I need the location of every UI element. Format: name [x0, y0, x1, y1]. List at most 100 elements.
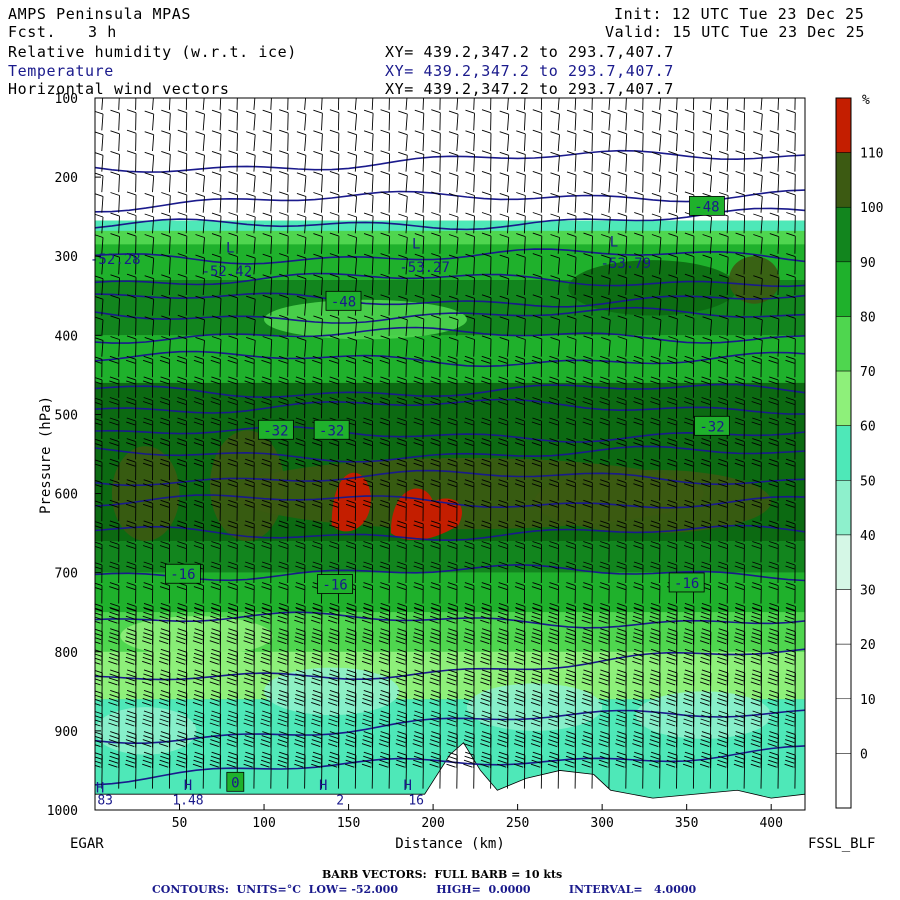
wind-barb: [716, 731, 729, 769]
wind-barb: [347, 131, 358, 152]
wind-barb: [599, 582, 610, 604]
wind-barb: [768, 582, 779, 604]
wind-barb: [227, 417, 238, 440]
wind-barb: [481, 191, 492, 213]
wind-barb: [750, 710, 763, 748]
wind-barb: [312, 397, 323, 419]
wind-barb: [126, 376, 137, 398]
wind-barb: [753, 131, 763, 152]
wind-barb: [414, 294, 425, 316]
wind-barb: [617, 212, 628, 234]
wind-barb: [228, 129, 238, 152]
wind-barb: [581, 607, 593, 645]
wind-barb: [345, 458, 357, 481]
wind-barb: [142, 689, 154, 727]
wind-barb: [767, 669, 779, 707]
wind-barb: [313, 233, 323, 254]
wind-barb: [378, 607, 391, 645]
x-tick-label: 50: [172, 816, 188, 831]
wind-barb: [243, 648, 255, 686]
wind-barb: [532, 273, 543, 296]
wind-barb: [277, 628, 289, 666]
wind-barb: [379, 417, 390, 440]
init-time: Init: 12 UTC Tue 23 Dec 25: [614, 5, 865, 23]
wind-barb: [345, 561, 357, 584]
wind-barb: [361, 689, 374, 727]
wind-barb: [464, 520, 475, 542]
colorbar-segment: [835, 480, 852, 536]
wind-barb: [785, 355, 796, 378]
wind-barb: [565, 376, 576, 398]
wind-barb: [699, 710, 712, 748]
wind-barb: [244, 479, 255, 501]
wind-barb: [110, 294, 120, 316]
wind-barb: [396, 355, 407, 378]
wind-barb: [616, 376, 627, 398]
wind-barb: [413, 397, 424, 419]
wind-barb: [632, 669, 644, 707]
colorbar-segment: [835, 97, 852, 153]
wind-barb: [412, 710, 424, 748]
wind-barb: [329, 232, 340, 254]
wind-barb: [513, 689, 526, 727]
wind-barb: [246, 131, 256, 152]
wind-barb: [481, 232, 492, 254]
wind-barb: [516, 212, 526, 234]
wind-barb: [735, 273, 746, 296]
wind-barb: [431, 150, 441, 172]
wind-barb: [717, 397, 728, 419]
wind-barb: [296, 234, 307, 254]
wind-barb: [396, 479, 407, 501]
wind-barb: [784, 689, 796, 727]
wind-barb: [632, 689, 644, 727]
wind-barb: [507, 98, 509, 110]
wind-barb: [481, 109, 492, 131]
wind-barb: [405, 98, 408, 110]
wind-barb: [396, 376, 407, 398]
wind-barb: [684, 150, 695, 172]
wind-barb: [270, 98, 272, 110]
wind-barb: [177, 212, 188, 234]
wind-barb: [313, 253, 323, 275]
wind-barb: [142, 499, 154, 522]
wind-barb: [158, 669, 171, 707]
wind-barb: [210, 561, 221, 584]
wind-barb: [95, 669, 103, 707]
wind-barb: [125, 607, 137, 645]
isotherm-label-text: -16: [674, 576, 699, 592]
wind-barb: [95, 521, 103, 542]
wind-barb: [296, 275, 307, 296]
wind-barb: [582, 458, 593, 481]
wind-barb: [126, 294, 137, 316]
wind-barb: [683, 417, 695, 440]
wind-barb: [583, 314, 593, 337]
wind-barb: [481, 150, 492, 172]
field-name-wind: Horizontal wind vectors: [8, 80, 230, 98]
wind-barb: [566, 212, 577, 234]
wind-barb: [733, 751, 746, 789]
wind-barb: [177, 335, 188, 357]
wind-barb: [211, 233, 222, 254]
wind-barb: [564, 628, 577, 666]
wind-barb: [362, 520, 373, 542]
wind-barb: [262, 109, 273, 131]
wind-barb: [380, 170, 391, 193]
isotherm-line: [95, 350, 805, 368]
wind-barb: [344, 648, 357, 686]
wind-barb: [768, 479, 779, 501]
wind-barb: [380, 253, 391, 275]
wind-barb: [702, 234, 713, 254]
wind-barb: [632, 648, 644, 686]
wind-barb: [294, 710, 306, 748]
wind-barb: [395, 669, 408, 707]
isotherm-line: [95, 494, 805, 509]
wind-barb: [447, 479, 458, 501]
wind-barb: [480, 731, 492, 769]
wind-barb: [126, 397, 137, 419]
wind-barb: [532, 109, 543, 131]
wind-barb: [361, 607, 374, 645]
wind-barb: [422, 98, 425, 110]
wind-barb: [244, 376, 255, 398]
wind-barb: [497, 561, 509, 584]
wind-barb: [379, 520, 390, 542]
